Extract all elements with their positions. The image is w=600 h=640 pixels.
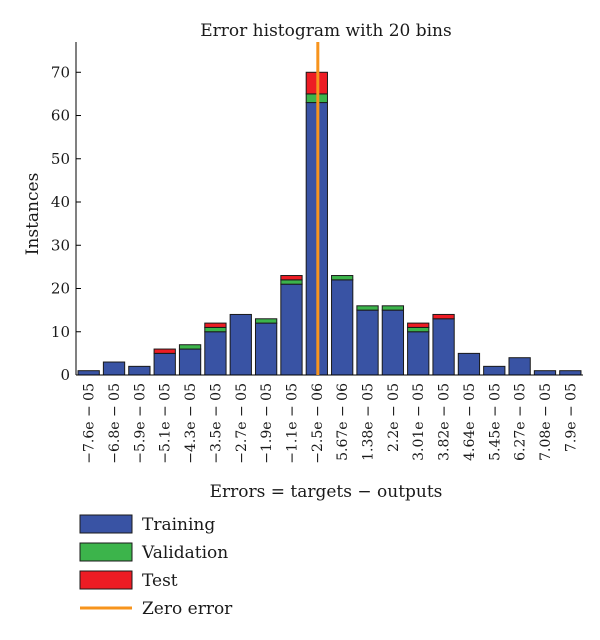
x-tick-label: 4.64e − 05 xyxy=(462,383,478,461)
x-tick-label: −4.3e − 05 xyxy=(183,383,199,464)
bar-training-2 xyxy=(128,365,151,376)
bars-group xyxy=(77,71,582,376)
bar-test-3 xyxy=(153,348,176,354)
legend-label-training: Training xyxy=(142,515,215,535)
y-tick-label: 20 xyxy=(51,280,70,298)
bar-training-15 xyxy=(457,352,481,376)
legend-swatch-test xyxy=(79,570,133,590)
bar-training-0 xyxy=(77,370,100,376)
x-tick-label: −5.1e − 05 xyxy=(158,383,174,464)
bar-training-19 xyxy=(559,370,582,376)
bar-training-11 xyxy=(356,309,379,376)
legend-label-zero-error: Zero error xyxy=(142,599,233,619)
bar-training-4 xyxy=(178,348,202,376)
x-axis: −7.6e − 05 −6.8e − 05 −5.9e − 05 −5.1e − 05… xyxy=(82,383,580,464)
x-tick-label: 7.08e − 05 xyxy=(538,383,554,461)
bar-validation-12 xyxy=(381,305,405,311)
bar-training-5 xyxy=(204,331,227,376)
bar-training-10 xyxy=(331,279,354,376)
bar-training-18 xyxy=(533,370,557,376)
y-tick-label: 60 xyxy=(51,107,70,125)
y-axis: 0 10 20 30 40 50 60 70 xyxy=(51,63,81,384)
legend-swatch-training xyxy=(79,514,133,534)
y-tick-label: 30 xyxy=(51,236,70,254)
x-tick-label: −5.9e − 05 xyxy=(132,383,148,464)
bar-training-17 xyxy=(508,357,531,376)
bar-test-8 xyxy=(280,275,303,281)
y-tick-label: 40 xyxy=(51,193,70,211)
y-axis-label: Instances xyxy=(23,173,43,256)
x-tick-label: 3.82e − 05 xyxy=(437,383,453,461)
x-tick-label: 2.2e − 05 xyxy=(386,383,402,452)
bar-test-5 xyxy=(204,322,227,328)
x-tick-label: −6.8e − 05 xyxy=(107,383,123,464)
bar-test-14 xyxy=(432,313,455,320)
y-tick-label: 50 xyxy=(51,150,70,168)
bar-validation-4 xyxy=(178,344,202,350)
x-axis-label: Errors = targets − outputs xyxy=(210,482,443,502)
x-tick-label: −2.5e − 06 xyxy=(310,383,326,464)
legend-label-test: Test xyxy=(142,571,178,591)
bar-training-3 xyxy=(153,352,176,376)
bar-training-1 xyxy=(102,361,126,376)
bar-validation-5 xyxy=(204,326,227,333)
bar-training-12 xyxy=(381,309,405,376)
bar-validation-13 xyxy=(407,326,430,333)
x-tick-label: −1.9e − 05 xyxy=(259,383,275,464)
x-tick-label: −7.6e − 05 xyxy=(82,383,98,464)
bar-validation-10 xyxy=(331,275,354,281)
bar-training-14 xyxy=(432,318,455,376)
bar-training-6 xyxy=(229,313,252,376)
legend-label-validation: Validation xyxy=(141,543,228,563)
x-tick-label: 5.45e − 05 xyxy=(487,383,503,461)
x-tick-label: 5.67e − 06 xyxy=(335,383,351,461)
bar-training-16 xyxy=(483,365,506,376)
bar-training-7 xyxy=(254,322,278,376)
x-tick-label: 7.9e − 05 xyxy=(563,383,579,452)
x-tick-label: 1.38e − 05 xyxy=(361,383,377,461)
bar-validation-8 xyxy=(280,279,303,285)
bar-training-8 xyxy=(280,283,303,376)
x-tick-label: 3.01e − 05 xyxy=(411,383,427,461)
x-tick-label: −2.7e − 05 xyxy=(234,383,250,464)
x-tick-label: −1.1e − 05 xyxy=(284,383,300,464)
legend-swatch-validation xyxy=(79,542,133,562)
x-tick-label: −3.5e − 05 xyxy=(208,383,224,464)
y-tick-label: 0 xyxy=(60,366,70,384)
bar-training-13 xyxy=(407,331,430,376)
y-tick-label: 10 xyxy=(51,323,70,341)
x-tick-label: 6.27e − 05 xyxy=(513,383,529,461)
bar-validation-7 xyxy=(254,318,278,324)
bar-validation-11 xyxy=(356,305,379,311)
chart-title: Error histogram with 20 bins xyxy=(200,21,451,41)
legend: Training Validation Test Zero error xyxy=(79,514,233,619)
y-tick-label: 70 xyxy=(51,63,70,81)
bar-test-13 xyxy=(407,322,430,328)
